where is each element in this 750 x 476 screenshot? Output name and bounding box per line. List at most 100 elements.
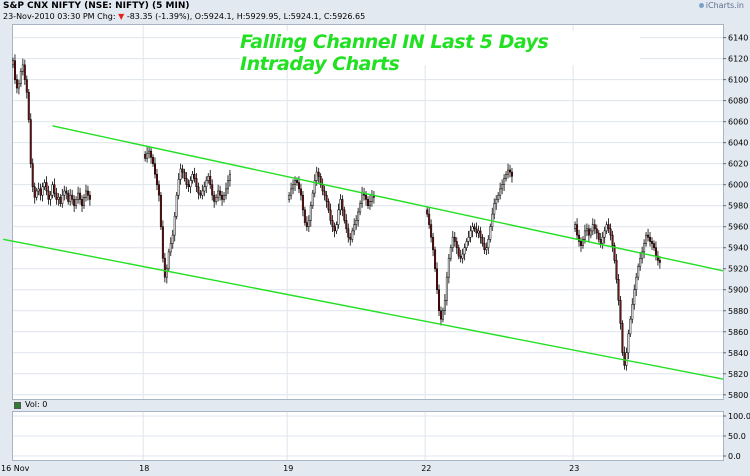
candle-body <box>71 194 74 200</box>
candle-body <box>647 234 650 238</box>
candle-body <box>213 194 216 202</box>
candle-body <box>487 239 490 248</box>
volume-tick-label: 50.0 <box>728 432 746 441</box>
candle-body <box>365 194 368 200</box>
candle-body <box>619 299 622 324</box>
candle-body <box>343 209 346 221</box>
candle-body <box>509 169 511 173</box>
candle-body <box>370 194 373 202</box>
candle-body <box>639 257 642 267</box>
y-tick-label: 5880 <box>728 307 748 316</box>
candle-body <box>144 153 147 159</box>
candle-body <box>21 64 24 72</box>
candle-body <box>337 209 340 225</box>
price-chart: 5800 5820 5840 5860 5880 5900 5920 5940 5960 5980… <box>3 25 748 400</box>
candle-body <box>67 192 70 202</box>
candle-body <box>51 184 54 196</box>
candle-body <box>299 188 302 196</box>
candle-body <box>333 226 336 232</box>
candle-body <box>296 180 298 183</box>
candle-body <box>161 226 164 259</box>
candle-body <box>228 173 231 181</box>
candle-body <box>495 199 498 204</box>
candle-body <box>426 209 429 215</box>
candle-body <box>226 180 229 190</box>
y-tick-label: 5980 <box>728 202 748 211</box>
candle-body <box>434 249 437 269</box>
candle-body <box>658 260 661 263</box>
candle-body <box>574 224 577 230</box>
candle-body <box>583 230 586 240</box>
brand-label: iCharts.in <box>705 1 744 10</box>
candle-body <box>473 226 476 230</box>
candle-body <box>159 194 162 227</box>
candle-body <box>335 224 338 232</box>
candle-body <box>607 224 610 230</box>
candle-body <box>443 299 446 312</box>
candle-body <box>157 184 160 196</box>
candle-body <box>173 215 176 236</box>
y-tick-label: 6100 <box>728 76 748 85</box>
price-panel: 5800 5820 5840 5860 5880 5900 5920 5940 5960 5980… <box>3 24 748 400</box>
candle-body <box>469 230 472 238</box>
candle-body <box>627 333 630 354</box>
channel-line-lower <box>3 238 724 380</box>
y-tick-label: 5920 <box>728 265 748 274</box>
candle-body <box>15 79 18 89</box>
volume-chart: 100.0 50.0 0.0 <box>13 412 750 461</box>
candle-body <box>485 247 488 251</box>
chart-header: S&P CNX NIFTY (NSE: NIFTY) (5 MIN) 23-No… <box>0 0 750 24</box>
candle-body <box>57 197 60 200</box>
candle-body <box>313 180 316 194</box>
overlay-title: Falling Channel IN Last 5 Days Intraday … <box>240 31 549 75</box>
candle-body <box>597 232 600 240</box>
candle-body <box>605 224 608 232</box>
candle-body <box>329 209 332 221</box>
candle-body <box>69 194 72 202</box>
candle-body <box>191 173 194 181</box>
candle-body <box>41 186 44 196</box>
candle-body <box>451 236 454 248</box>
candle-body <box>339 199 342 211</box>
candle-body <box>457 247 460 257</box>
candle-body <box>576 224 579 236</box>
candle-body <box>613 245 616 261</box>
candle-body <box>43 182 46 188</box>
candle-body <box>155 173 158 185</box>
candle-body <box>37 188 40 192</box>
candle-body <box>599 239 602 244</box>
candle-body <box>449 247 452 259</box>
candle-body <box>347 228 350 238</box>
brand-link[interactable]: iCharts.in <box>698 1 744 10</box>
candle-body <box>19 70 22 85</box>
volume-toggle-icon[interactable] <box>14 402 21 409</box>
candle-body <box>73 199 76 206</box>
candle-body <box>580 241 582 246</box>
candle-body <box>327 201 330 211</box>
candle-body <box>77 192 80 200</box>
candle-body <box>649 236 652 242</box>
volume-tick-label: 0.0 <box>728 452 741 461</box>
candle-body <box>221 194 224 200</box>
volume-panel: 100.0 50.0 0.0 <box>12 411 750 461</box>
candle-body <box>25 79 28 93</box>
candle-body <box>345 220 348 230</box>
candle-body <box>301 194 304 211</box>
candle-body <box>303 209 306 223</box>
y-tick-label: 6080 <box>728 97 748 106</box>
x-tick-label: 18 <box>139 464 149 473</box>
candle-body <box>493 203 496 215</box>
y-tick-label: 6000 <box>728 181 748 190</box>
candle-body <box>503 178 506 185</box>
candle-body <box>321 184 324 192</box>
candle-body <box>471 226 474 232</box>
candle-body <box>463 247 466 255</box>
candle-body <box>611 234 614 246</box>
channel-line-upper <box>52 125 724 272</box>
candle-body <box>288 194 291 200</box>
candle-body <box>49 194 52 200</box>
candle-body <box>625 352 628 366</box>
candle-body <box>65 190 68 194</box>
candle-body <box>45 182 48 192</box>
candle-body <box>438 289 440 312</box>
